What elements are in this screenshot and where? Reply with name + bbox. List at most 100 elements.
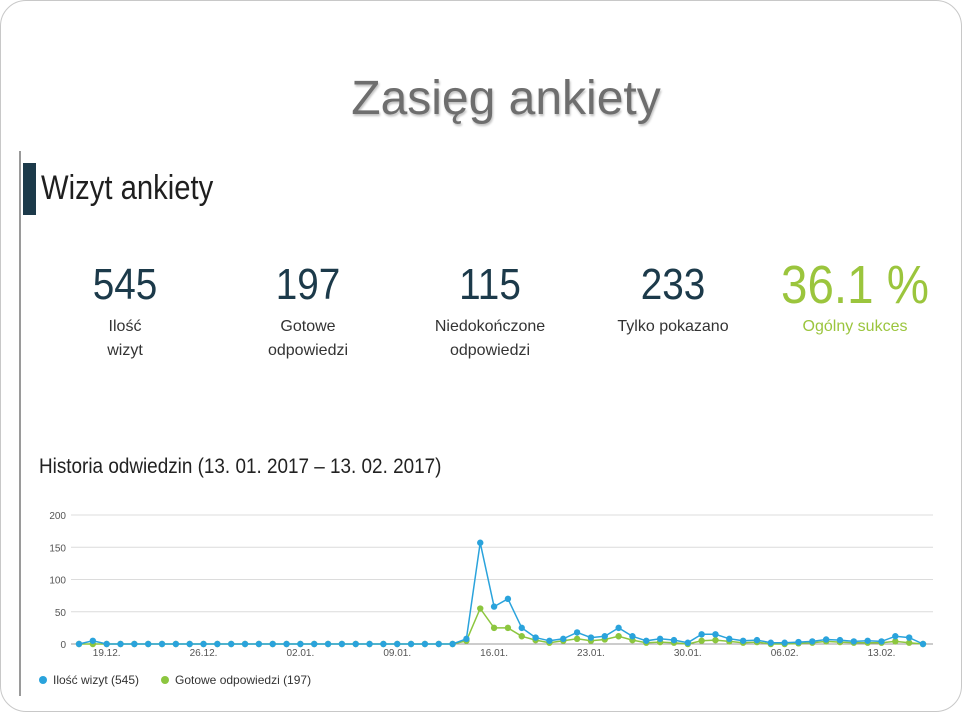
section-heading: Wizyt ankiety [41, 169, 214, 207]
data-point [781, 639, 788, 646]
legend-item-answers[interactable]: Gotowe odpowiedzi (197) [161, 673, 311, 687]
data-point [643, 637, 650, 644]
series-line [78, 542, 924, 645]
data-point [892, 633, 899, 640]
data-point [822, 636, 830, 643]
data-point [698, 631, 705, 638]
chart-title: Historia odwiedzin (13. 01. 2017 – 13. 0… [39, 455, 442, 478]
data-point [546, 637, 553, 644]
data-point [477, 605, 484, 612]
data-point [324, 640, 332, 648]
data-point [532, 634, 539, 641]
stat-label: Ogólny sukces [802, 318, 908, 335]
data-point [463, 635, 470, 643]
data-point [366, 640, 373, 648]
data-point [615, 624, 622, 632]
stat-label: Ilość wizyt [107, 318, 143, 359]
data-point [905, 639, 913, 646]
stat-label: Niedokończone odpowiedzi [434, 318, 546, 359]
data-point [435, 640, 442, 648]
x-tick-label: 23.01. [577, 648, 605, 659]
data-point [186, 640, 193, 648]
visits-history-chart: 0 50 100 150 200 19.12. 26.12. 02.01. 09.01. 16.0… [49, 511, 933, 659]
data-point [560, 635, 567, 643]
y-tick-label: 200 [49, 511, 66, 522]
data-point [518, 633, 525, 640]
data-point [338, 640, 346, 648]
data-point [518, 624, 525, 632]
y-tick-label: 100 [49, 576, 66, 587]
data-point [490, 603, 498, 610]
data-point [200, 640, 207, 648]
stat-value: 115 [459, 260, 521, 309]
stat-value: 233 [640, 260, 706, 309]
content-divider [19, 151, 21, 696]
y-tick-label: 0 [60, 640, 66, 651]
data-point [670, 636, 678, 644]
data-point [892, 638, 899, 645]
data-point [809, 638, 816, 645]
data-point [629, 633, 636, 640]
y-tick-label: 150 [49, 543, 66, 554]
stat-value: 545 [92, 260, 158, 309]
stat-completed: 197 Gotowe odpowiedzi [208, 257, 408, 363]
stat-visits: 545 Ilość wizyt [25, 257, 225, 363]
data-point [380, 640, 387, 648]
data-point [601, 633, 608, 640]
slide-title: Zasięg ankiety [351, 72, 661, 125]
data-point [103, 640, 110, 648]
stat-label: Gotowe odpowiedzi [267, 318, 349, 359]
stat-unfinished: 115 Niedokończone odpowiedzi [390, 257, 590, 363]
data-point [172, 640, 180, 648]
data-point [352, 640, 359, 648]
data-point [615, 633, 622, 640]
data-point [739, 637, 747, 644]
legend-dot-icon [161, 676, 169, 684]
section-accent-bar [23, 163, 36, 215]
data-point [698, 637, 705, 644]
data-point [311, 640, 318, 648]
data-point [726, 635, 733, 643]
x-tick-label: 30.01. [674, 648, 702, 659]
data-point [75, 640, 83, 648]
y-tick-label: 50 [55, 608, 67, 619]
data-point [407, 640, 415, 648]
data-point [144, 640, 152, 648]
legend-label: Ilość wizyt (545) [53, 673, 140, 687]
data-point [767, 639, 775, 646]
data-point [269, 640, 276, 648]
x-tick-label: 09.01. [383, 648, 411, 659]
data-point [477, 539, 484, 546]
data-point [283, 640, 290, 648]
x-tick-label: 26.12. [190, 648, 218, 659]
legend-dot-icon [39, 676, 47, 684]
data-point [684, 639, 691, 646]
stat-label: Tylko pokazano [617, 318, 729, 335]
data-point [878, 638, 885, 645]
data-point [836, 636, 844, 644]
data-point [255, 640, 263, 648]
data-point [573, 635, 581, 643]
data-point [117, 640, 124, 648]
x-tick-label: 06.02. [771, 648, 799, 659]
data-point [89, 637, 97, 644]
legend-item-visits[interactable]: Ilość wizyt (545) [39, 673, 139, 687]
x-tick-label: 19.12. [93, 648, 121, 659]
data-point [490, 624, 498, 632]
data-point [573, 629, 581, 636]
data-point [297, 640, 304, 648]
stat-shown-only: 233 Tylko pokazano [573, 257, 773, 339]
data-point [131, 640, 138, 648]
x-tick-label: 16.01. [480, 648, 508, 659]
data-point [919, 640, 927, 648]
data-point [850, 638, 858, 645]
x-tick-label: 13.02. [868, 648, 896, 659]
data-point [712, 636, 719, 644]
data-point [656, 635, 664, 643]
data-point [587, 634, 595, 641]
data-point [504, 595, 512, 603]
data-point [905, 634, 913, 641]
data-point [158, 640, 166, 648]
data-point [753, 636, 761, 644]
data-point [712, 631, 719, 638]
